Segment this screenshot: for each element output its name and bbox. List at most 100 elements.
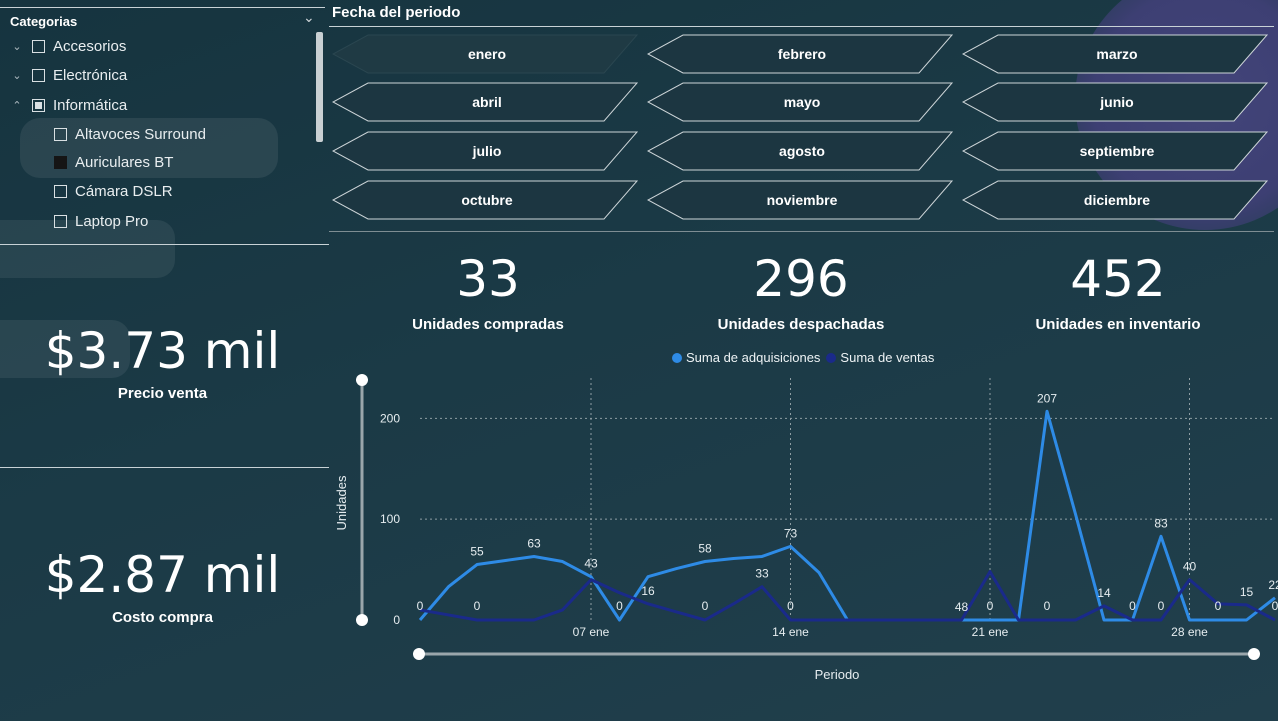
data-label: 0 (616, 599, 623, 613)
kpi-value: 452 (1070, 250, 1166, 308)
x-slider-handle-right[interactable] (1248, 648, 1260, 660)
slicer-title: Categorias (10, 14, 78, 29)
month-label: noviembre (766, 192, 838, 208)
slicer-item-label: Laptop Pro (75, 212, 149, 230)
data-label: 0 (1272, 599, 1278, 613)
data-label: 0 (787, 599, 794, 613)
checkbox[interactable] (32, 68, 45, 82)
x-axis-title: Periodo (815, 667, 860, 682)
data-label: 207 (1037, 391, 1057, 405)
button-shape (647, 34, 954, 74)
line-chart: 0 100 200 07 ene 14 ene 21 ene 28 ene Periodo Un… (334, 374, 1278, 682)
data-label: 0 (1215, 599, 1222, 613)
month-button-julio[interactable]: julio (332, 131, 642, 171)
legend-dot (672, 352, 682, 363)
series-line-adquisiciones[interactable] (418, 409, 1276, 622)
slicer-item[interactable]: ⌃ Informática (8, 94, 127, 116)
month-button-mayo[interactable]: mayo (647, 82, 957, 122)
month-label: febrero (777, 46, 827, 62)
slicer-item-label: Cámara DSLR (75, 182, 173, 200)
slicer-item[interactable]: Laptop Pro (48, 210, 148, 232)
data-label: 22 (1268, 578, 1278, 592)
slicer-item[interactable]: ⌄ Electrónica (8, 64, 127, 86)
checkbox[interactable] (54, 214, 67, 228)
month-button-junio[interactable]: junio (962, 82, 1272, 122)
y-axis-title: Unidades (334, 475, 349, 530)
cost-value: $2.87 mil (44, 546, 281, 604)
month-label: diciembre (1083, 192, 1151, 208)
month-button-noviembre[interactable]: noviembre (647, 180, 957, 220)
data-label: 0 (1129, 599, 1136, 613)
month-button-octubre[interactable]: octubre (332, 180, 642, 220)
legend-label: Suma de ventas (840, 350, 935, 365)
data-label: 0 (1044, 599, 1051, 613)
slicer-item[interactable]: ⌄ Accesorios (8, 35, 126, 57)
month-button-abril[interactable]: abril (332, 82, 642, 122)
button-shape (647, 180, 954, 220)
slicer-item[interactable]: Auriculares BT (48, 151, 173, 173)
checkbox[interactable] (32, 98, 45, 112)
checkbox[interactable] (32, 39, 45, 53)
series-line-ventas[interactable] (419, 570, 1276, 622)
month-label: mayo (783, 94, 821, 110)
chevron-down-icon[interactable]: ⌄ (303, 10, 315, 26)
kpi-label: Unidades en inventario (1035, 316, 1201, 333)
month-button-marzo[interactable]: marzo (962, 34, 1272, 74)
data-label: 63 (527, 536, 541, 550)
month-button-agosto[interactable]: agosto (647, 131, 957, 171)
data-label: 0 (987, 599, 994, 613)
data-label: 73 (784, 526, 798, 540)
chart-legend: Suma de adquisiciones Suma de ventas (672, 350, 940, 365)
month-label: junio (1100, 94, 1134, 110)
data-label: 0 (474, 599, 481, 613)
slicer-item-label: Informática (53, 96, 128, 114)
y-tick-label: 100 (380, 512, 400, 526)
slicer-item[interactable]: Cámara DSLR (48, 180, 173, 202)
month-button-diciembre[interactable]: diciembre (962, 180, 1272, 220)
month-label: septiembre (1079, 143, 1155, 159)
legend-item-ventas[interactable]: Suma de ventas (826, 350, 934, 365)
checkbox[interactable] (54, 127, 67, 141)
data-label: 83 (1154, 516, 1168, 530)
chevron-up-icon[interactable]: ⌃ (12, 99, 22, 112)
y-slider-handle-bottom[interactable] (356, 614, 368, 626)
data-label: 58 (698, 542, 712, 556)
checkbox[interactable] (54, 155, 67, 169)
kpi-value: 33 (456, 250, 520, 308)
decorative-shape (0, 220, 175, 278)
slicer-item-label: Electrónica (53, 66, 128, 84)
scrollbar[interactable] (316, 32, 323, 142)
slicer-item-label: Accesorios (53, 37, 127, 55)
slicer-item[interactable]: Altavoces Surround (48, 123, 206, 145)
month-label: enero (467, 46, 507, 62)
slicer-item-label: Auriculares BT (75, 153, 174, 171)
button-shape (962, 82, 1269, 122)
x-tick-label: 07 ene (573, 625, 610, 639)
button-shape (962, 180, 1269, 220)
data-label: 15 (1240, 585, 1254, 599)
y-tick-label: 200 (380, 411, 400, 425)
month-label: abril (472, 94, 502, 110)
month-button-septiembre[interactable]: septiembre (962, 131, 1272, 171)
x-slider-handle-left[interactable] (413, 648, 425, 660)
month-button-enero[interactable]: enero (332, 34, 642, 74)
divider (0, 244, 329, 245)
data-label: 48 (955, 600, 969, 614)
legend-item-adquisiciones[interactable]: Suma de adquisiciones (672, 350, 820, 365)
data-label: 16 (641, 584, 655, 598)
chevron-down-icon[interactable]: ⌄ (12, 40, 22, 53)
price-label: Precio venta (117, 385, 208, 402)
chevron-down-icon[interactable]: ⌄ (12, 69, 22, 82)
button-shape (332, 34, 639, 74)
x-tick-label: 21 ene (972, 625, 1009, 639)
month-button-febrero[interactable]: febrero (647, 34, 957, 74)
button-shape (647, 131, 954, 171)
price-value: $3.73 mil (44, 322, 281, 380)
legend-label: Suma de adquisiciones (686, 350, 821, 365)
x-tick-label: 14 ene (772, 625, 809, 639)
y-tick-label: 0 (393, 613, 400, 627)
checkbox[interactable] (54, 184, 67, 198)
data-label: 43 (584, 557, 598, 571)
y-slider-handle-top[interactable] (356, 374, 368, 386)
divider (0, 7, 325, 8)
